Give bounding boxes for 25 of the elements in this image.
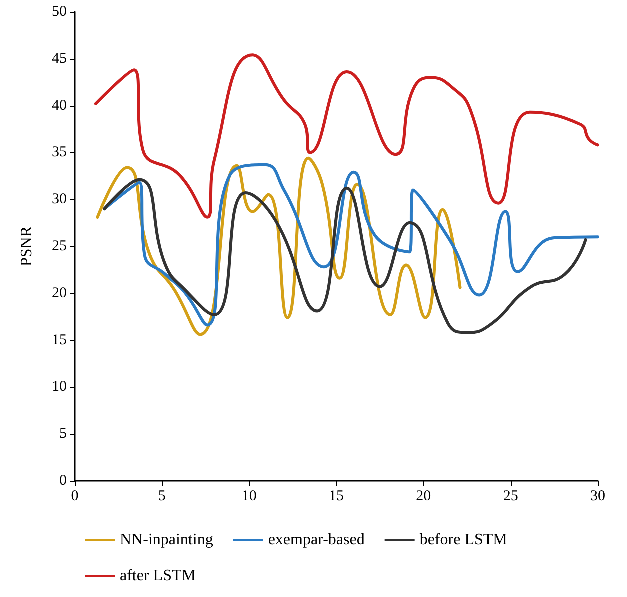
legend-label: after LSTM bbox=[120, 568, 196, 584]
x-tick-label: 5 bbox=[158, 488, 166, 504]
line-series bbox=[94, 54, 600, 219]
line-series bbox=[103, 178, 588, 334]
x-tick-label: 10 bbox=[242, 488, 257, 504]
x-tick-label: 25 bbox=[503, 488, 518, 504]
x-tick-label: 30 bbox=[590, 488, 606, 504]
legend-label: NN-inpainting bbox=[120, 532, 214, 548]
y-tick-label: 0 bbox=[60, 473, 67, 489]
x-tick-label: 15 bbox=[329, 488, 344, 504]
y-tick-label: 20 bbox=[52, 285, 67, 302]
x-tick-label: 20 bbox=[416, 488, 432, 504]
x-tick-label: 0 bbox=[71, 488, 79, 504]
y-tick-label: 5 bbox=[60, 426, 67, 442]
y-tick-label: 25 bbox=[52, 238, 67, 254]
legend-label: before LSTM bbox=[420, 532, 508, 548]
y-tick-label: 50 bbox=[52, 4, 67, 20]
y-tick-label: 45 bbox=[52, 50, 67, 67]
y-tick-label: 40 bbox=[52, 98, 67, 114]
y-tick-label: 15 bbox=[52, 332, 67, 348]
y-tick-label: 30 bbox=[52, 192, 67, 208]
y-axis-title: PSNR bbox=[18, 226, 36, 267]
legend-label: exempar-based bbox=[268, 532, 365, 548]
y-tick-label: 10 bbox=[52, 379, 67, 396]
y-tick-label: 35 bbox=[52, 144, 67, 161]
